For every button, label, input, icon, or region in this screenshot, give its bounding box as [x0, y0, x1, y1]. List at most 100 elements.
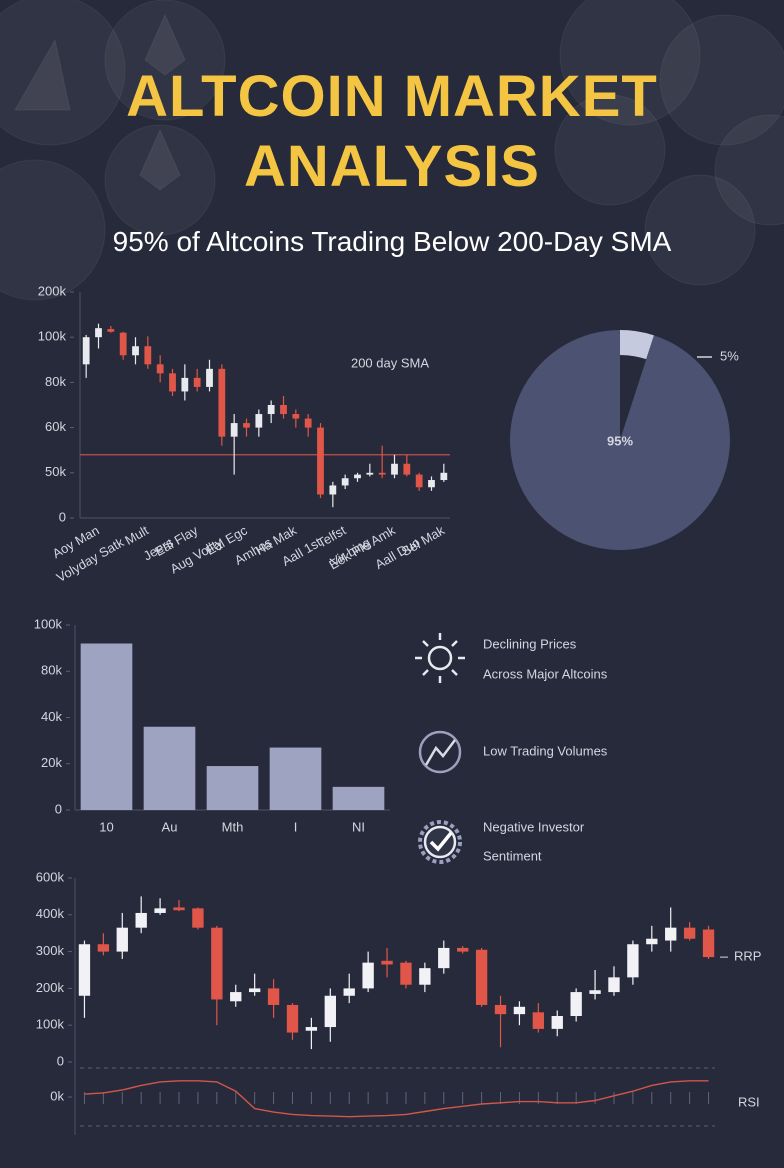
candle-body: [78, 944, 91, 996]
candle-body: [119, 332, 127, 356]
y-tick-label: 600k: [36, 869, 65, 884]
candle-body: [154, 908, 166, 913]
candle-body: [156, 364, 164, 374]
candle-body: [292, 414, 300, 419]
candle-body: [280, 405, 287, 415]
candle-body: [193, 377, 201, 387]
candle-body: [551, 1016, 563, 1029]
feature-text: Low Trading Volumes: [483, 743, 608, 758]
candle-body: [144, 346, 152, 365]
slice-label: 95%: [607, 433, 633, 448]
feature-text: Sentiment: [483, 848, 542, 863]
y-tick-label: 50k: [45, 464, 66, 479]
bar: [332, 786, 385, 810]
candle-body: [683, 927, 696, 939]
candle-body: [608, 977, 620, 993]
x-tick-label: Mult: [122, 522, 151, 547]
candle-body: [403, 463, 411, 475]
candle-body: [400, 962, 412, 985]
candle-body: [329, 485, 337, 495]
series-label: RSI: [738, 1094, 760, 1109]
candle-body: [95, 328, 102, 338]
y-tick-label: 100k: [34, 616, 63, 631]
pie-slice: [509, 330, 730, 550]
candle-body: [341, 478, 349, 486]
y-tick-label: 400k: [36, 906, 65, 921]
y-tick-label: 100k: [38, 329, 67, 344]
candle-body: [304, 418, 312, 428]
candle-body: [457, 947, 469, 952]
pie-slice: [620, 330, 654, 360]
candle-body: [97, 944, 110, 952]
slice-label: 5%: [720, 348, 739, 363]
candle-body: [391, 463, 398, 475]
y-tick-label: 0: [59, 509, 66, 524]
candle-body: [440, 472, 448, 481]
candle-body: [169, 373, 176, 392]
candle-body: [438, 947, 450, 969]
y-tick-label: 200k: [36, 980, 65, 995]
candle-body: [135, 912, 147, 928]
candle-body: [267, 405, 275, 415]
candle-body: [343, 988, 355, 996]
candle-body: [248, 988, 261, 993]
candle-body: [627, 944, 639, 978]
y-tick-label: 0: [55, 801, 62, 816]
feature-text: Across Major Altcoins: [483, 666, 608, 681]
candle-body: [494, 1004, 507, 1015]
candle-body: [107, 329, 115, 332]
feature-icons: [415, 633, 465, 864]
bar: [206, 766, 259, 810]
candle-body: [255, 414, 263, 428]
y-tick-label: 0: [57, 1053, 64, 1068]
candle-body: [419, 968, 431, 985]
y-tick-label: 60k: [45, 419, 66, 434]
candle-body: [286, 1004, 299, 1033]
y-tick-label: 40k: [41, 709, 62, 724]
candle-body: [305, 1027, 318, 1031]
y-tick-label: 20k: [41, 755, 62, 770]
y-tick-label: 300k: [36, 943, 65, 958]
candle-body: [317, 427, 324, 495]
candle-body: [243, 423, 250, 428]
candle-body: [82, 337, 90, 365]
candle-body: [206, 368, 213, 387]
candle-body: [532, 1012, 545, 1029]
y-tick-label: 80k: [45, 374, 66, 389]
title: ALTCOIN MARKET ANALYSIS: [126, 64, 658, 199]
y-tick-label: 100k: [36, 1017, 65, 1032]
annotation: 200 day SMA: [351, 355, 429, 370]
series-label: RRP: [734, 949, 761, 964]
candle-body: [354, 474, 361, 479]
candle-body: [230, 992, 242, 1002]
x-tick-label: Mth: [222, 819, 244, 834]
candle-body: [589, 990, 601, 994]
candle-body: [378, 472, 386, 475]
bar: [269, 747, 322, 810]
rsi-line: [84, 1080, 709, 1118]
bar: [143, 726, 196, 810]
x-tick-label: I: [294, 819, 298, 834]
x-tick-label: 10: [99, 819, 113, 834]
candle-body: [702, 929, 715, 958]
candle-body: [646, 938, 658, 945]
candle-body: [230, 423, 238, 437]
candle-body: [381, 960, 393, 965]
candle-body: [267, 988, 280, 1005]
candle-body: [362, 962, 374, 989]
background-coins: [0, 0, 784, 301]
bar: [80, 643, 133, 810]
feature-text: Negative Investor: [483, 819, 585, 834]
y-tick-label: 80k: [41, 663, 62, 678]
candle-body: [665, 927, 677, 941]
y-tick-label: 200k: [38, 283, 67, 298]
candle-body: [513, 1006, 526, 1015]
candle-body: [173, 907, 185, 911]
y-tick-label: 0k: [50, 1088, 64, 1103]
candle-body: [415, 474, 423, 488]
x-tick-label: Au: [162, 819, 178, 834]
candle-body: [570, 992, 582, 1016]
candle-body: [366, 472, 374, 475]
